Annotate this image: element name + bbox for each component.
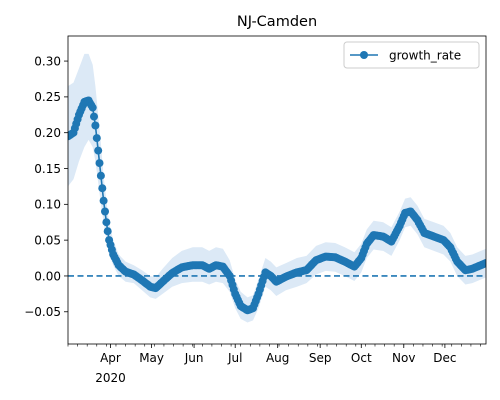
x-tick-sublabel: 2020	[95, 371, 126, 385]
y-tick-label: 0.10	[34, 198, 61, 212]
x-tick-label: May	[139, 351, 164, 365]
data-point	[92, 134, 101, 143]
legend-box	[343, 41, 480, 69]
y-tick-label: 0.30	[34, 54, 61, 68]
data-point	[99, 196, 108, 205]
series-markers-growth-rate	[68, 96, 486, 315]
y-tick-label: 0.05	[34, 233, 61, 247]
data-point	[96, 171, 105, 180]
y-tick-label: −0.05	[24, 305, 61, 319]
y-tick-label: 0.15	[34, 162, 61, 176]
y-tick-label: 0.00	[34, 269, 61, 283]
x-tick-label: Aug	[266, 351, 289, 365]
data-point	[102, 218, 111, 227]
data-point	[101, 207, 109, 216]
x-tick-label: Oct	[351, 351, 372, 365]
legend-marker	[360, 51, 368, 59]
x-tick-label: Apr	[100, 351, 121, 365]
data-point	[91, 121, 100, 130]
plot-area	[68, 53, 486, 323]
data-point	[103, 227, 112, 236]
confidence-band	[68, 53, 486, 323]
data-point	[90, 112, 98, 121]
data-point	[482, 259, 486, 268]
y-tick-label: 0.25	[34, 90, 61, 104]
data-point	[95, 159, 104, 168]
x-tick-label: Nov	[392, 351, 415, 365]
axes-frame	[67, 35, 487, 345]
x-tick-label: Sep	[309, 351, 332, 365]
x-tick-label: Jul	[227, 351, 242, 365]
y-tick-label: 0.20	[34, 126, 61, 140]
data-point	[88, 103, 97, 112]
x-tick-label: Jun	[184, 351, 204, 365]
axes: −0.05 0.00 0.05 0.10 0.15 0.20 0.25 0.30 Apr 2020…	[24, 35, 487, 385]
plot-content	[68, 53, 486, 323]
x-tick-label: Dec	[433, 351, 456, 365]
chart-title: NJ-Camden	[237, 14, 317, 30]
legend-label: growth_rate	[389, 49, 461, 63]
data-point	[94, 146, 103, 155]
data-point	[98, 184, 107, 193]
legend: growth_rate	[343, 41, 480, 69]
